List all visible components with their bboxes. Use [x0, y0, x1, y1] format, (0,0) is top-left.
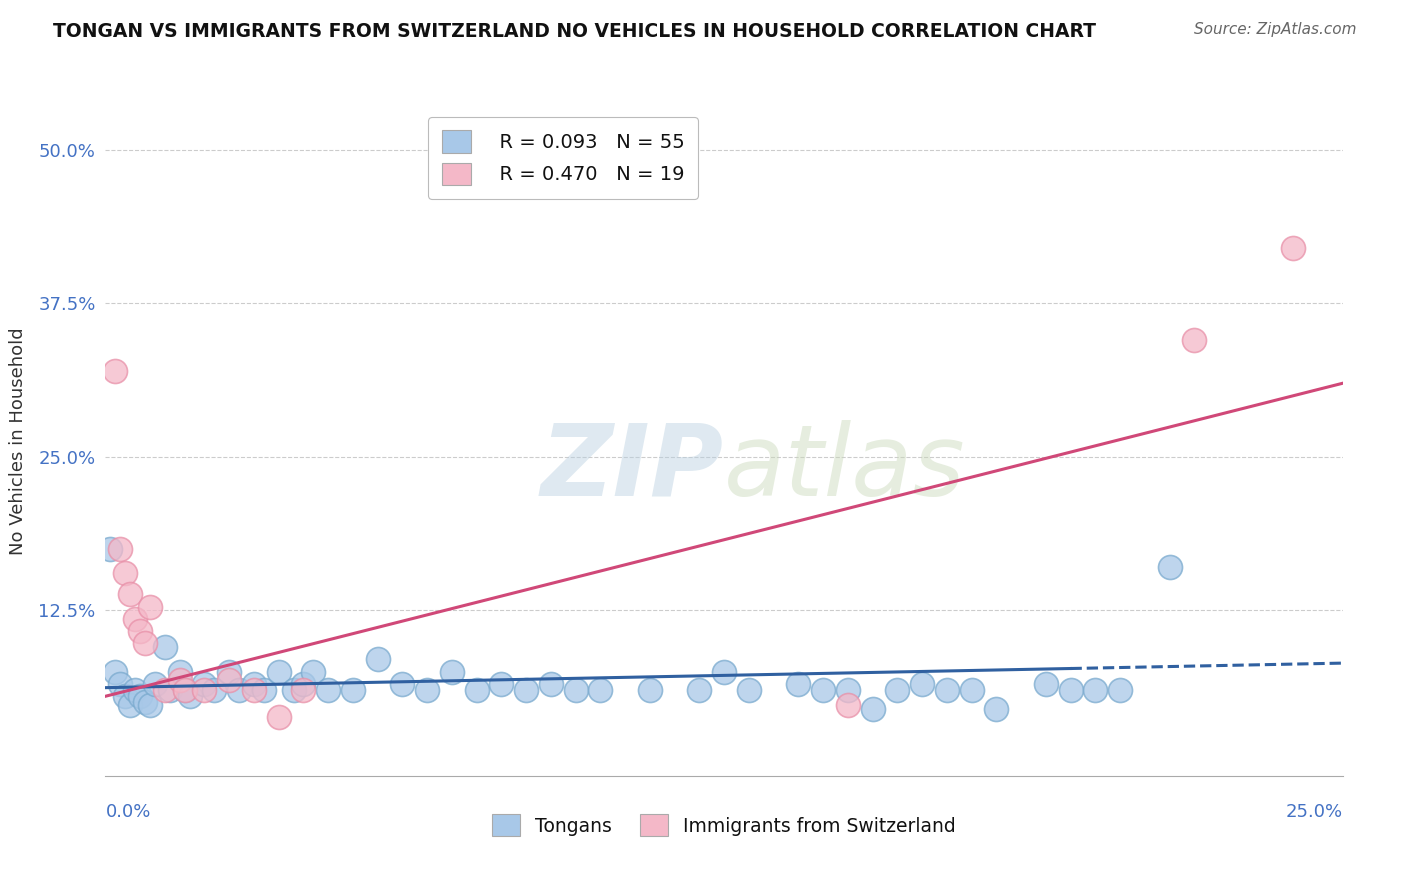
Point — [114, 690, 136, 704]
Y-axis label: No Vehicles in Household: No Vehicles in Household — [10, 327, 27, 556]
Point — [465, 683, 488, 698]
Point — [243, 683, 266, 698]
Text: atlas: atlas — [724, 420, 966, 516]
Point — [173, 683, 195, 698]
Point — [193, 677, 215, 691]
Point — [886, 683, 908, 698]
Point — [911, 677, 934, 691]
Point — [1084, 683, 1107, 698]
Point — [193, 683, 215, 698]
Point — [218, 665, 240, 679]
Point — [153, 683, 176, 698]
Point — [302, 665, 325, 679]
Point — [120, 698, 142, 712]
Point — [169, 665, 191, 679]
Point — [253, 683, 276, 698]
Point — [1282, 241, 1305, 255]
Legend: Tongans, Immigrants from Switzerland: Tongans, Immigrants from Switzerland — [485, 807, 963, 844]
Point — [416, 683, 439, 698]
Point — [1035, 677, 1057, 691]
Point — [104, 665, 127, 679]
Point — [738, 683, 761, 698]
Text: TONGAN VS IMMIGRANTS FROM SWITZERLAND NO VEHICLES IN HOUSEHOLD CORRELATION CHART: TONGAN VS IMMIGRANTS FROM SWITZERLAND NO… — [53, 22, 1097, 41]
Point — [114, 566, 136, 581]
Point — [143, 677, 166, 691]
Point — [129, 624, 152, 639]
Text: 25.0%: 25.0% — [1285, 803, 1343, 821]
Point — [153, 640, 176, 655]
Point — [110, 677, 132, 691]
Point — [960, 683, 983, 698]
Text: Source: ZipAtlas.com: Source: ZipAtlas.com — [1194, 22, 1357, 37]
Point — [515, 683, 537, 698]
Point — [540, 677, 562, 691]
Point — [1182, 333, 1205, 347]
Point — [688, 683, 710, 698]
Point — [292, 683, 315, 698]
Point — [104, 364, 127, 378]
Point — [218, 673, 240, 688]
Point — [986, 701, 1008, 715]
Point — [342, 683, 364, 698]
Point — [267, 710, 290, 724]
Point — [243, 677, 266, 691]
Point — [316, 683, 339, 698]
Point — [391, 677, 413, 691]
Point — [862, 701, 884, 715]
Point — [589, 683, 612, 698]
Point — [837, 698, 859, 712]
Point — [134, 636, 156, 650]
Point — [1059, 683, 1081, 698]
Point — [124, 683, 146, 698]
Point — [179, 690, 201, 704]
Point — [935, 683, 957, 698]
Point — [367, 652, 389, 666]
Point — [120, 587, 142, 601]
Point — [1109, 683, 1132, 698]
Point — [139, 599, 162, 614]
Point — [110, 541, 132, 556]
Point — [129, 690, 152, 704]
Point — [283, 683, 305, 698]
Point — [787, 677, 810, 691]
Point — [564, 683, 586, 698]
Point — [837, 683, 859, 698]
Point — [169, 673, 191, 688]
Point — [173, 683, 195, 698]
Text: ZIP: ZIP — [541, 420, 724, 516]
Point — [267, 665, 290, 679]
Point — [159, 683, 181, 698]
Point — [440, 665, 463, 679]
Point — [124, 612, 146, 626]
Point — [139, 698, 162, 712]
Point — [491, 677, 513, 691]
Point — [134, 695, 156, 709]
Point — [811, 683, 834, 698]
Point — [228, 683, 250, 698]
Point — [202, 683, 225, 698]
Point — [292, 677, 315, 691]
Point — [713, 665, 735, 679]
Point — [100, 541, 122, 556]
Text: 0.0%: 0.0% — [105, 803, 150, 821]
Point — [1159, 560, 1181, 574]
Point — [638, 683, 661, 698]
